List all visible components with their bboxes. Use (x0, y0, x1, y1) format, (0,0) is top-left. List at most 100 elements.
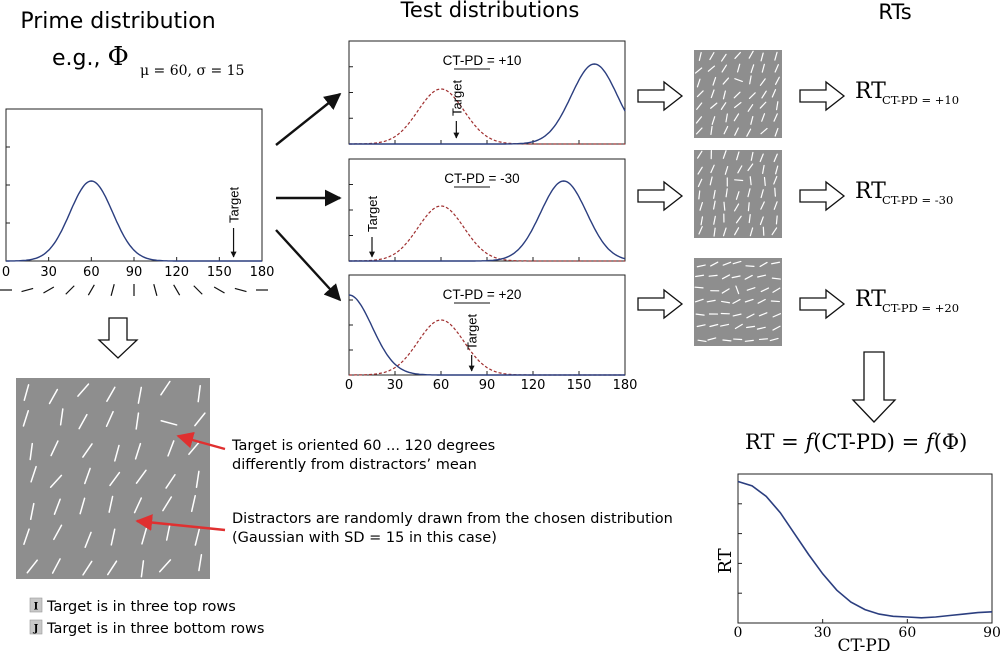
rt-row-3-stimulus-line (756, 326, 766, 330)
rt-row-2-stimulus-line (722, 150, 727, 159)
big-stimulus-line (49, 474, 63, 488)
rt-row-2-stimulus-line (760, 189, 764, 199)
down-arrow-rt (851, 351, 897, 423)
key-letter-j: J (33, 624, 39, 635)
rt-row-1-rt-label: RT (855, 79, 886, 104)
test-1-target-label: Target (449, 79, 464, 116)
big-stimulus-line (30, 465, 37, 483)
prime-curve (6, 180, 262, 262)
big-stimulus-line (53, 524, 63, 541)
rt-row-3-stimulus-line (760, 287, 770, 293)
big-stimulus-line (108, 495, 114, 513)
rt-row-2-stimulus-line (734, 227, 740, 236)
rt-row-2-stimulus-line (725, 188, 728, 198)
rt-formula: RT = f(CT-PD) = f(Φ) (745, 430, 967, 454)
formula-f2: f (924, 430, 937, 454)
orientation-tick (193, 285, 203, 295)
prime-tick-label: 0 (2, 265, 10, 280)
rt-row-1-stimulus-line (709, 52, 715, 61)
rt-row-1-stimulus-line (721, 53, 727, 62)
rt-row-1-stimulus-line (721, 64, 727, 73)
rt-row-1-stimulus-line (733, 113, 740, 122)
key-text-j: Target is in three bottom rows (46, 621, 264, 637)
big-stimulus-line (48, 388, 59, 405)
rt-row-3-stimulus-line (722, 261, 732, 266)
rt-row-2-stimulus-line (697, 178, 703, 188)
rt-row-1-stimulus-line (734, 127, 739, 136)
big-stimulus-line (107, 560, 118, 576)
rt-row-1-stimulus-line (696, 78, 701, 88)
big-stimulus-line (198, 553, 203, 572)
prime-tick-label: 90 (126, 265, 143, 280)
orientation-tick (234, 287, 247, 293)
rt-row-2-stimulus-line (710, 164, 715, 174)
big-stimulus-bg (16, 378, 210, 579)
annotation-target-1: Target is oriented 60 ... 120 degrees (231, 438, 495, 454)
big-stimulus-line (110, 528, 116, 546)
rt-row-2-stimulus-line (759, 153, 764, 163)
rt-row-1-hollow-arrow-2 (799, 80, 846, 112)
rt-row-2-hollow-arrow-2 (799, 180, 846, 212)
formula-mid: (CT-PD) = (813, 430, 926, 454)
prime-plot: Target (5, 108, 263, 262)
big-stimulus-line (23, 528, 30, 546)
key-badge-i (29, 597, 43, 613)
rt-row-1-stimulus-line (750, 115, 754, 125)
rt-row-1-stimulus-line (760, 52, 764, 62)
big-stimulus-line (133, 497, 143, 514)
big-stimulus-line (22, 409, 30, 427)
orientation-tick (21, 287, 34, 293)
rt-row-1-stimulus-line (734, 51, 741, 60)
rt-row-1-stimulus-line (760, 127, 768, 135)
big-stimulus-line (29, 442, 34, 461)
big-stimulus-line (109, 471, 121, 487)
big-stimulus-line (134, 442, 142, 460)
big-stimulus-line (188, 441, 200, 456)
rt-row-3-stimulus-line (707, 337, 717, 341)
big-stimulus-line (194, 412, 206, 427)
rt-chart: 0 30 60 90 (734, 473, 1000, 641)
test-plots: CT-PD = +10 Target CT-PD = -30 Target CT-PD … (348, 40, 626, 376)
rt-row-1-stimulus-line (774, 51, 778, 61)
test-tick-label: 60 (433, 378, 450, 393)
rt-row-3-stimulus-line (759, 261, 768, 268)
rt-row-3-stimulus-line (695, 313, 705, 316)
rt-row-2-stimulus-line (736, 151, 740, 161)
rt-row-3-stimulus-line (758, 312, 768, 317)
orientation-tick (87, 284, 95, 296)
rt-row-2-stimulus-line (699, 201, 703, 211)
rt-row-1-stimulus-line (722, 77, 730, 85)
rt-chart-ylabel: RT (715, 548, 736, 573)
big-stimulus-line (84, 467, 91, 485)
rt-row-3-stimulus-line (735, 285, 740, 295)
big-stimulus-line (165, 473, 176, 489)
prime-tick-label: 30 (40, 265, 57, 280)
big-stimulus-line (51, 558, 61, 574)
big-stimulus-line (106, 386, 116, 402)
annotation-distractor-1: Distractors are randomly drawn from the … (232, 511, 673, 527)
rt-row-1-stimulus-line (720, 102, 727, 110)
rt-row-2-stimulus-line (759, 216, 764, 226)
key-legend: I Target is in three top rows J Target i… (29, 597, 264, 637)
test-2-target-label: Target (365, 195, 380, 232)
rt-chart-tick-label: 90 (983, 625, 1000, 641)
rt-row-3-rt-label: RT (855, 287, 886, 312)
rt-row-1-stimulus-line (761, 63, 765, 73)
big-stimulus-line (114, 444, 120, 462)
rt-row-3-stimulus-line (757, 298, 766, 304)
arrow-to-test-1 (275, 92, 342, 146)
rt-row-2-stimulus-line (734, 179, 744, 182)
rt-row-3-hollow-arrow-1 (637, 288, 684, 320)
rt-row-1-stimulus-line (722, 90, 726, 100)
rt-row-2-stimulus-line (773, 175, 778, 185)
rt-row-2-stimulus-line (762, 164, 765, 174)
big-stimulus-line (140, 560, 145, 578)
big-stimulus-line (197, 385, 201, 403)
rt-row-1-stimulus-line (696, 102, 703, 110)
rt-row-1-stimulus-line (710, 102, 718, 109)
rt-row-3-stimulus-line (732, 260, 742, 265)
rt-row-1-stimulus-line (749, 75, 752, 85)
rt-row-3-stimulus-line (769, 337, 779, 342)
rt-chart-frame (737, 473, 993, 624)
